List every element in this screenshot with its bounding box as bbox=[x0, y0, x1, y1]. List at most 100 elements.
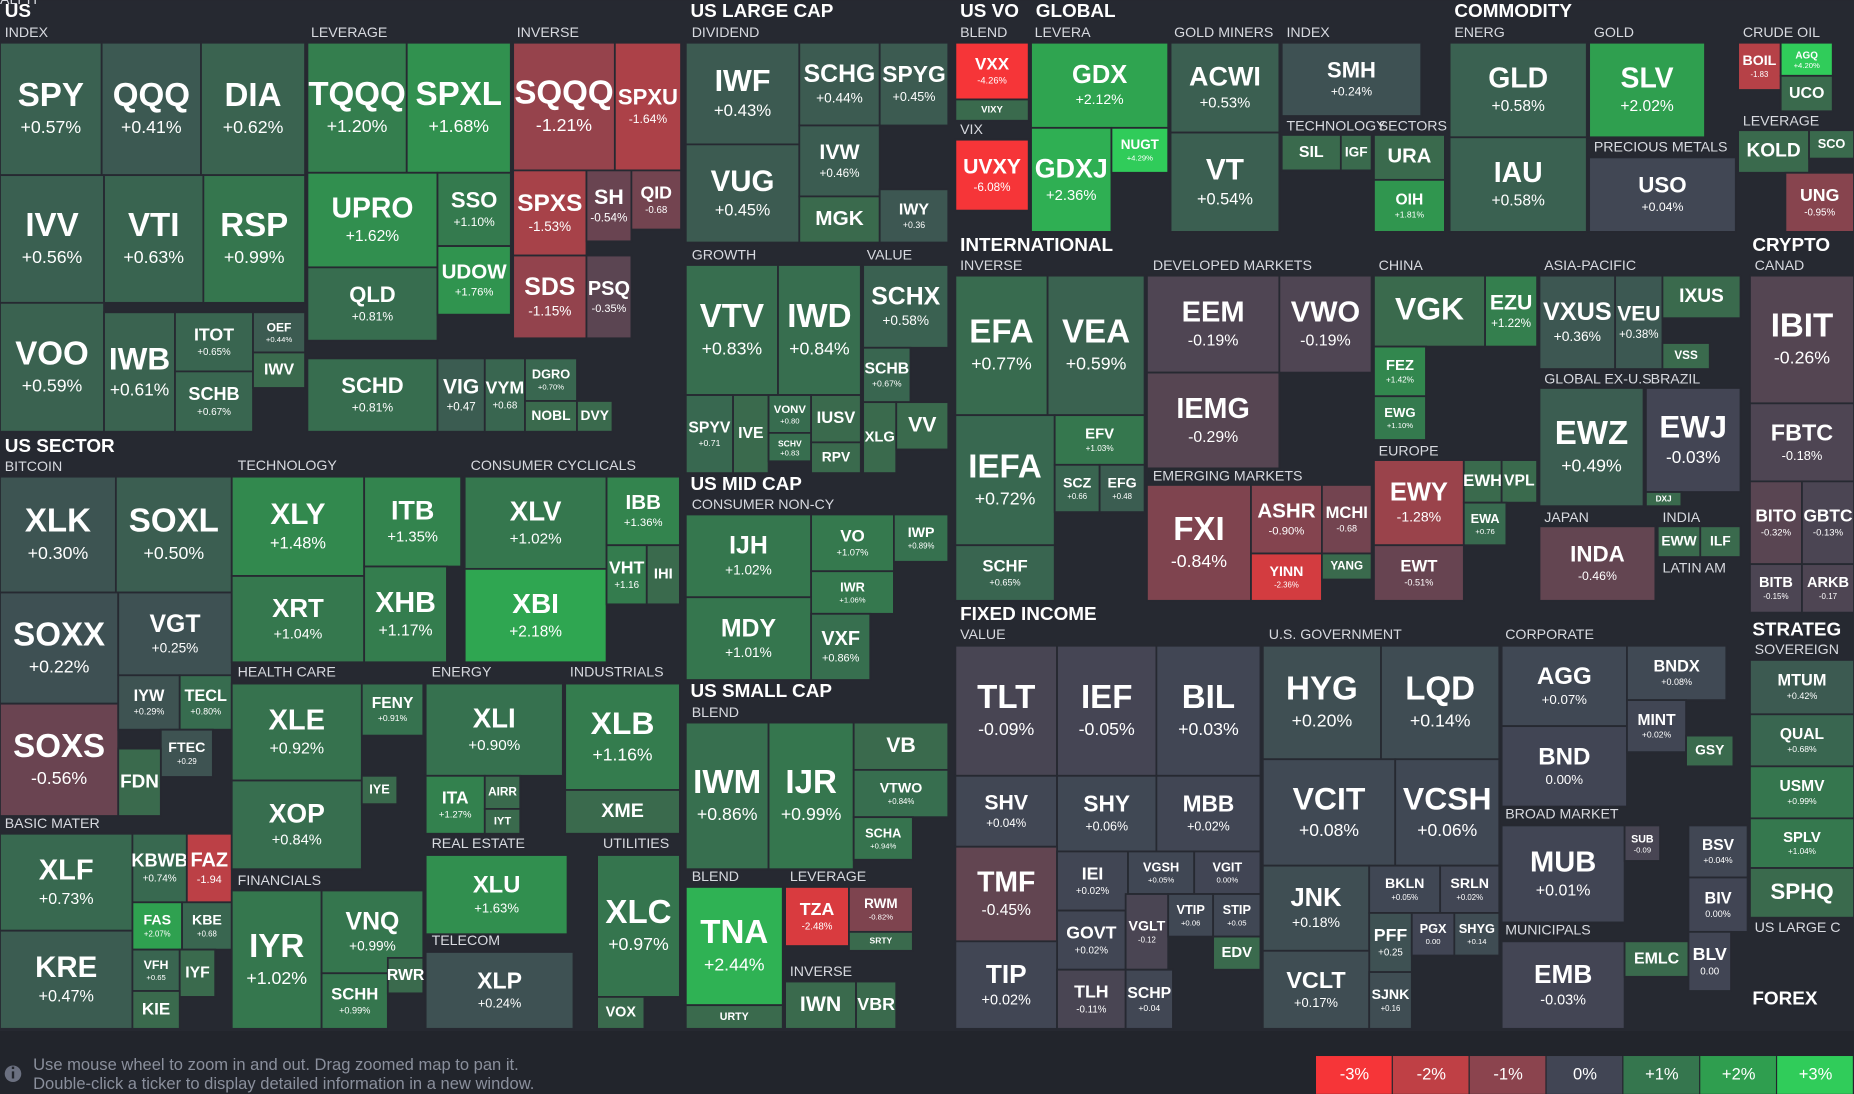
tile[interactable] bbox=[810, 570, 895, 615]
tile[interactable] bbox=[230, 779, 363, 871]
tile[interactable] bbox=[1373, 178, 1446, 233]
tile[interactable] bbox=[1146, 484, 1252, 602]
tile[interactable] bbox=[1212, 935, 1262, 971]
tile[interactable] bbox=[1394, 758, 1501, 867]
tile[interactable] bbox=[1169, 41, 1281, 134]
tile[interactable] bbox=[684, 596, 813, 681]
tile[interactable] bbox=[436, 245, 512, 316]
tile[interactable] bbox=[1053, 414, 1146, 466]
tile[interactable] bbox=[1110, 126, 1170, 174]
tile[interactable] bbox=[1749, 659, 1854, 716]
tile[interactable] bbox=[878, 188, 950, 244]
tile[interactable] bbox=[360, 774, 399, 806]
tile[interactable] bbox=[117, 674, 181, 731]
tile[interactable] bbox=[1645, 491, 1683, 508]
tile[interactable] bbox=[1500, 824, 1626, 924]
tile[interactable] bbox=[252, 351, 306, 389]
tile[interactable] bbox=[1462, 501, 1508, 547]
tile[interactable] bbox=[684, 394, 734, 474]
tile[interactable] bbox=[1538, 525, 1657, 602]
tile[interactable] bbox=[878, 41, 950, 127]
tile[interactable] bbox=[483, 774, 522, 810]
tile[interactable] bbox=[784, 980, 857, 1030]
tile[interactable] bbox=[360, 682, 425, 737]
tile[interactable] bbox=[1737, 129, 1810, 174]
tile[interactable] bbox=[1626, 699, 1687, 754]
tile[interactable] bbox=[576, 400, 614, 433]
tile[interactable] bbox=[0, 929, 134, 1030]
tile[interactable] bbox=[862, 264, 950, 349]
tile[interactable] bbox=[645, 544, 681, 606]
tile[interactable] bbox=[159, 728, 214, 778]
tile[interactable] bbox=[1749, 765, 1854, 820]
tile[interactable] bbox=[1146, 274, 1281, 374]
tile[interactable] bbox=[320, 972, 389, 1030]
tile[interactable] bbox=[1368, 864, 1442, 914]
tile[interactable] bbox=[363, 475, 463, 568]
tile[interactable] bbox=[424, 682, 564, 777]
tile[interactable] bbox=[230, 682, 363, 782]
tile[interactable] bbox=[684, 143, 801, 244]
tile[interactable] bbox=[1146, 371, 1281, 470]
tile[interactable] bbox=[386, 956, 425, 995]
tile[interactable] bbox=[954, 98, 1030, 122]
tile[interactable] bbox=[436, 171, 512, 247]
tile[interactable] bbox=[0, 41, 103, 177]
tile[interactable] bbox=[1623, 940, 1690, 978]
tile[interactable] bbox=[1656, 525, 1702, 558]
tile[interactable] bbox=[1212, 893, 1262, 938]
tile[interactable] bbox=[512, 254, 588, 340]
tile[interactable] bbox=[684, 886, 784, 1007]
tile[interactable] bbox=[483, 808, 522, 835]
tile[interactable] bbox=[1661, 342, 1711, 370]
tile[interactable] bbox=[1749, 867, 1854, 919]
tile[interactable] bbox=[463, 567, 608, 664]
tile[interactable] bbox=[1779, 74, 1834, 113]
tile[interactable] bbox=[1193, 850, 1262, 895]
tile[interactable] bbox=[1779, 41, 1834, 77]
tile[interactable] bbox=[810, 513, 895, 573]
tile[interactable] bbox=[0, 174, 105, 304]
tile[interactable] bbox=[596, 854, 681, 998]
tile[interactable] bbox=[131, 990, 181, 1030]
tile[interactable] bbox=[784, 886, 850, 947]
tile[interactable] bbox=[178, 948, 217, 998]
tile[interactable] bbox=[1685, 734, 1735, 768]
tile[interactable] bbox=[777, 264, 862, 396]
tile[interactable] bbox=[181, 901, 233, 951]
tile[interactable] bbox=[605, 475, 681, 547]
tile[interactable] bbox=[613, 41, 682, 172]
tile[interactable] bbox=[306, 357, 439, 433]
tile[interactable] bbox=[1626, 644, 1728, 702]
tile[interactable] bbox=[1801, 563, 1854, 614]
tile[interactable] bbox=[1448, 41, 1588, 139]
tile[interactable] bbox=[954, 414, 1056, 547]
tile[interactable] bbox=[1056, 850, 1129, 912]
tile[interactable] bbox=[524, 357, 578, 402]
tile[interactable] bbox=[1623, 824, 1661, 862]
tile[interactable] bbox=[1373, 395, 1427, 441]
tile[interactable] bbox=[1261, 644, 1382, 761]
tile[interactable] bbox=[174, 311, 254, 373]
tile[interactable] bbox=[684, 41, 801, 146]
tile[interactable] bbox=[954, 138, 1030, 212]
tile[interactable] bbox=[131, 948, 181, 992]
tile[interactable] bbox=[363, 565, 448, 664]
tile[interactable] bbox=[954, 940, 1058, 1030]
tile[interactable] bbox=[512, 41, 616, 172]
tile[interactable] bbox=[1124, 968, 1174, 1030]
tile[interactable] bbox=[306, 266, 439, 342]
tile[interactable] bbox=[1784, 171, 1854, 233]
tile[interactable] bbox=[848, 930, 914, 952]
tile[interactable] bbox=[585, 169, 633, 243]
tile[interactable] bbox=[1801, 480, 1854, 566]
tile[interactable] bbox=[1687, 824, 1749, 879]
tile[interactable] bbox=[1687, 930, 1732, 992]
tile[interactable] bbox=[684, 264, 779, 396]
tile[interactable] bbox=[1373, 274, 1486, 348]
tile[interactable] bbox=[103, 311, 176, 433]
tile[interactable] bbox=[1500, 644, 1628, 728]
tile[interactable] bbox=[0, 702, 120, 817]
tile[interactable] bbox=[463, 475, 608, 570]
tile[interactable] bbox=[1321, 484, 1373, 555]
